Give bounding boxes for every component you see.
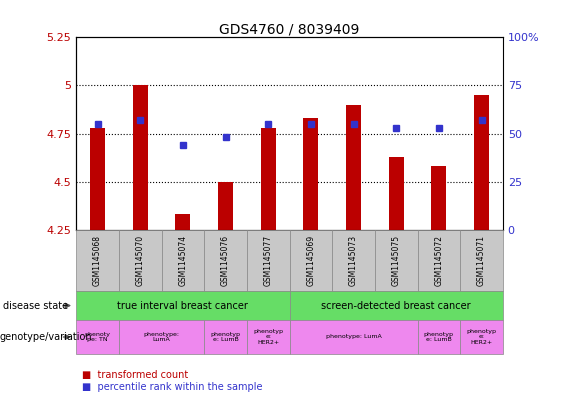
Text: GSM1145070: GSM1145070 bbox=[136, 235, 145, 286]
Bar bbox=[218, 182, 233, 230]
Bar bbox=[261, 128, 276, 230]
Text: ■  percentile rank within the sample: ■ percentile rank within the sample bbox=[82, 382, 262, 392]
Text: GSM1145072: GSM1145072 bbox=[434, 235, 444, 286]
Text: GSM1145069: GSM1145069 bbox=[306, 235, 315, 286]
Text: GSM1145068: GSM1145068 bbox=[93, 235, 102, 286]
Text: phenotype: LumA: phenotype: LumA bbox=[325, 334, 381, 340]
Text: GSM1145075: GSM1145075 bbox=[392, 235, 401, 286]
Bar bbox=[303, 118, 318, 230]
Bar bbox=[346, 105, 361, 230]
Text: GSM1145071: GSM1145071 bbox=[477, 235, 486, 286]
Bar bbox=[176, 215, 190, 230]
Bar bbox=[432, 166, 446, 230]
Bar bbox=[389, 157, 403, 230]
Bar bbox=[474, 95, 489, 230]
Text: screen-detected breast cancer: screen-detected breast cancer bbox=[321, 301, 471, 310]
Text: phenotyp
e: LumB: phenotyp e: LumB bbox=[211, 332, 241, 342]
Text: phenotyp
e:
HER2+: phenotyp e: HER2+ bbox=[467, 329, 497, 345]
Text: GSM1145073: GSM1145073 bbox=[349, 235, 358, 286]
Text: GSM1145077: GSM1145077 bbox=[264, 235, 273, 286]
Text: GSM1145076: GSM1145076 bbox=[221, 235, 230, 286]
Text: phenotyp
e:
HER2+: phenotyp e: HER2+ bbox=[253, 329, 283, 345]
Text: phenotype:
LumA: phenotype: LumA bbox=[144, 332, 180, 342]
Text: true interval breast cancer: true interval breast cancer bbox=[118, 301, 249, 310]
Text: genotype/variation: genotype/variation bbox=[0, 332, 93, 342]
Text: phenotyp
e: LumB: phenotyp e: LumB bbox=[424, 332, 454, 342]
Bar bbox=[133, 85, 147, 230]
Bar bbox=[90, 128, 105, 230]
Text: disease state: disease state bbox=[3, 301, 68, 310]
Text: ■  transformed count: ■ transformed count bbox=[82, 370, 188, 380]
Text: GSM1145074: GSM1145074 bbox=[179, 235, 188, 286]
Text: phenoty
pe: TN: phenoty pe: TN bbox=[85, 332, 111, 342]
Title: GDS4760 / 8039409: GDS4760 / 8039409 bbox=[219, 22, 360, 36]
